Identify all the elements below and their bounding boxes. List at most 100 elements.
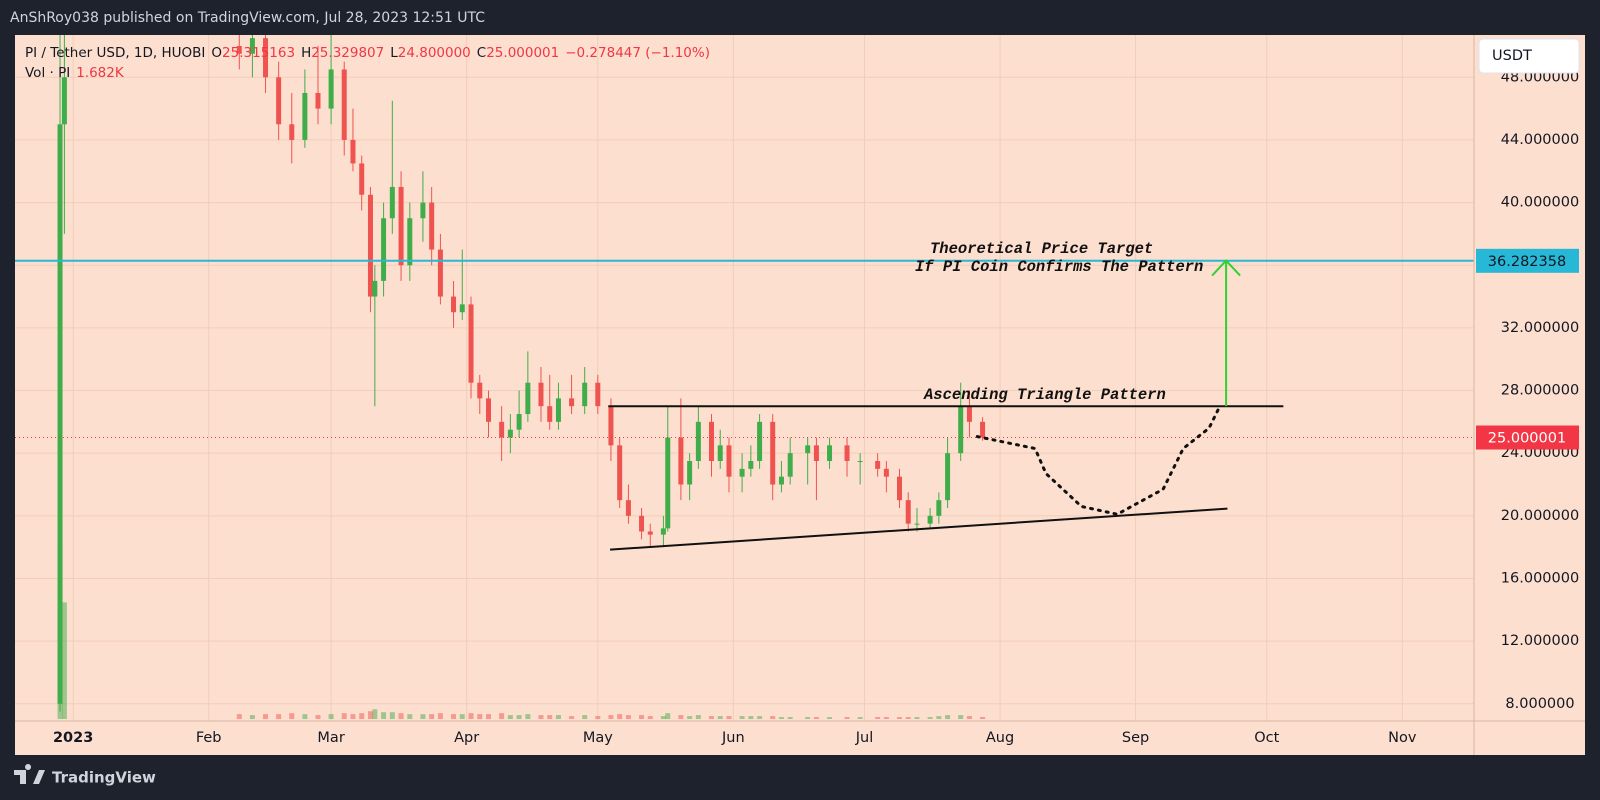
y-tick-label: 20.000000 <box>1501 508 1579 524</box>
candle-body <box>708 421 714 462</box>
volume-bar <box>525 714 531 719</box>
support-line <box>609 507 1228 551</box>
candle-body <box>315 92 321 109</box>
candle-body <box>936 500 942 516</box>
volume-bar <box>468 713 474 719</box>
candle-body <box>608 406 614 446</box>
last-price-box <box>1476 425 1579 450</box>
candle-body <box>359 163 365 195</box>
y-tick-label: 40.000000 <box>1501 195 1579 211</box>
volume-bar <box>569 716 575 719</box>
volume-value: 1.682K <box>76 65 125 81</box>
legend-volume: Vol · PI 1.682K <box>25 65 125 81</box>
legend-symbol: PI / Tether USD, 1D, HUOBI O25.315163 H25.… <box>25 45 710 61</box>
candle-body <box>569 398 575 407</box>
target-arrow-head <box>1211 259 1241 277</box>
price-label: 36.282358 <box>1488 254 1566 270</box>
volume-bar <box>608 715 614 719</box>
brand-name: TradingView <box>52 769 156 787</box>
projected-path <box>975 406 1221 516</box>
candle-body <box>827 445 833 462</box>
volume-bar <box>407 714 413 719</box>
candle-body <box>748 461 754 469</box>
candle-body <box>381 218 387 281</box>
volume-bar <box>477 714 483 719</box>
candle-body <box>547 406 553 422</box>
volume-bar <box>359 713 365 719</box>
candle-body <box>398 186 404 266</box>
volume-bar <box>328 714 334 719</box>
candle-body <box>770 421 776 485</box>
x-tick-label: Nov <box>1388 730 1417 746</box>
x-tick-label: Jul <box>855 730 874 746</box>
candle-body <box>61 77 67 125</box>
volume-bar <box>980 716 986 719</box>
candle-body <box>459 304 465 313</box>
candle-body <box>805 445 811 454</box>
candle-body <box>927 515 933 524</box>
y-tick-label: 16.000000 <box>1501 570 1579 586</box>
candle-body <box>555 398 561 422</box>
volume-bar <box>757 716 763 719</box>
symbol: PI / Tether USD, 1D, HUOBI <box>25 45 205 61</box>
volume-bar <box>367 711 373 719</box>
x-tick-label: Feb <box>196 730 222 746</box>
volume-bar <box>883 717 889 719</box>
publish-info: AnShRoy038 published on TradingView.com,… <box>10 10 485 26</box>
volume-bar <box>420 714 426 719</box>
candle-body <box>595 382 601 407</box>
annotation: Theoretical Price Target <box>930 240 1153 258</box>
candle-body <box>516 414 522 430</box>
candle-body <box>617 445 623 501</box>
currency-label[interactable]: USDT <box>1492 48 1532 64</box>
ohlc-value: 25.329807 <box>311 45 384 61</box>
plot-area <box>15 35 1474 719</box>
candle-body <box>914 523 920 525</box>
annotation: Ascending Triangle Pattern <box>923 386 1166 404</box>
volume-bar <box>341 713 347 719</box>
candle-body <box>905 500 911 524</box>
volume-bar <box>665 713 671 719</box>
volume-bar <box>905 717 911 719</box>
volume-bar <box>708 716 714 719</box>
candle-body <box>639 515 645 532</box>
volume-bar <box>302 714 308 719</box>
x-tick-label: Mar <box>317 730 344 746</box>
volume-bar <box>857 717 863 719</box>
volume-bar <box>486 714 492 719</box>
ohlc-value: 24.800000 <box>398 45 471 61</box>
candle-body <box>57 124 63 704</box>
volume-bar <box>61 602 67 719</box>
candle-body <box>695 421 701 462</box>
ohlc-key: O <box>211 45 222 61</box>
candle-body <box>813 445 819 462</box>
volume-bar <box>695 715 701 719</box>
candle-body <box>367 194 373 297</box>
volume-bar <box>315 715 321 719</box>
candle-body <box>687 461 693 485</box>
x-tick-label: Aug <box>986 730 1014 746</box>
x-tick-label: Sep <box>1122 730 1149 746</box>
volume-bar <box>945 715 951 719</box>
change: −0.278447 (−1.10%) <box>565 45 710 61</box>
candle-body <box>289 124 295 140</box>
volume-bar <box>813 717 819 719</box>
candle-body <box>857 461 863 463</box>
volume-bar <box>739 716 745 719</box>
candle-body <box>875 461 881 469</box>
y-tick-label: 28.000000 <box>1501 383 1579 399</box>
last-price-label: 25.000001 <box>1488 431 1566 447</box>
volume-bar <box>263 714 269 719</box>
volume-bar <box>381 712 387 719</box>
volume-bar <box>429 714 435 719</box>
volume-bar <box>778 717 784 719</box>
volume-bar <box>687 716 693 719</box>
brand-logo <box>14 764 45 784</box>
x-tick-label: May <box>583 730 613 746</box>
ohlc-value: 25.000001 <box>486 45 559 61</box>
volume-bar <box>660 716 666 719</box>
candle-body <box>477 382 483 399</box>
volume-bar <box>249 715 255 719</box>
volume-bar <box>914 717 920 719</box>
volume-bar <box>276 714 282 719</box>
